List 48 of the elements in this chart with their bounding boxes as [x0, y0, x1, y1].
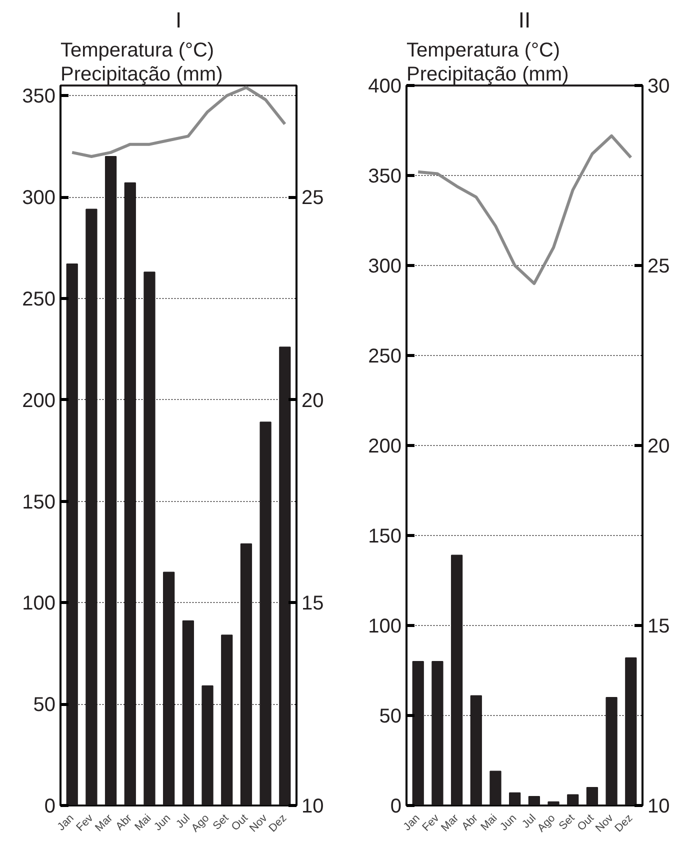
y2-tick-label: 25 [302, 187, 324, 210]
y2-tick-label: 30 [648, 76, 670, 98]
y2-tick-label: 20 [648, 436, 670, 458]
chart-title: I [175, 8, 182, 32]
y-tick-label: 50 [33, 694, 56, 716]
y2-tick-label: 10 [302, 796, 324, 818]
y-tick-label: 350 [368, 166, 402, 188]
y-tick-label: 150 [22, 491, 56, 514]
y-tick-label: 350 [22, 86, 56, 108]
y-tick-label: 200 [368, 436, 402, 458]
y-tick-label: 250 [368, 346, 402, 368]
x-tick-label: Abr [114, 812, 135, 833]
y-tick-label: 150 [368, 526, 402, 548]
y-tick-label: 100 [22, 592, 56, 615]
text: Precipitação (mm) [60, 64, 223, 86]
y-tick-label: 0 [44, 796, 56, 818]
x-tick-label: Dez [266, 812, 290, 835]
x-tick-label: Jan [401, 812, 422, 834]
x-tick-label: Abr [460, 812, 481, 833]
y-tick-label: 0 [390, 796, 402, 818]
text: Temperatura (°C) [406, 40, 560, 62]
y2-tick-label: 15 [648, 616, 670, 638]
y2-tick-label: 25 [648, 256, 670, 278]
line-series [70, 86, 286, 158]
text: Temperatura (°C) [60, 40, 214, 62]
y-tick-label: 400 [368, 76, 402, 98]
chart-title: II [518, 8, 531, 32]
x-tick-label: Set [210, 812, 232, 832]
x-tick-label: Set [556, 812, 578, 832]
x-tick-label: Out [575, 812, 596, 834]
y2-tick-label: 10 [648, 796, 670, 818]
x-tick-label: Jun [152, 812, 174, 834]
annotation: Precipitação (mm) [406, 64, 569, 86]
x-tick-label: Mai [478, 812, 500, 834]
x-tick-label: Jun [498, 812, 520, 834]
line-series [416, 134, 632, 285]
x-tick-label: Jan [55, 812, 76, 834]
y-tick-label: 200 [22, 390, 56, 412]
y2-tick-label: 20 [302, 390, 324, 412]
x-tick-label: Mai [132, 812, 154, 834]
y-tick-label: 300 [22, 187, 56, 210]
y-tick-label: 300 [368, 256, 402, 278]
y-tick-label: 50 [379, 706, 402, 728]
x-tick-label: Dez [612, 812, 636, 835]
y2-tick-label: 15 [302, 592, 324, 615]
x-tick-label: Out [229, 812, 250, 834]
y-tick-label: 250 [22, 288, 56, 310]
y-tick-label: 100 [368, 616, 402, 638]
